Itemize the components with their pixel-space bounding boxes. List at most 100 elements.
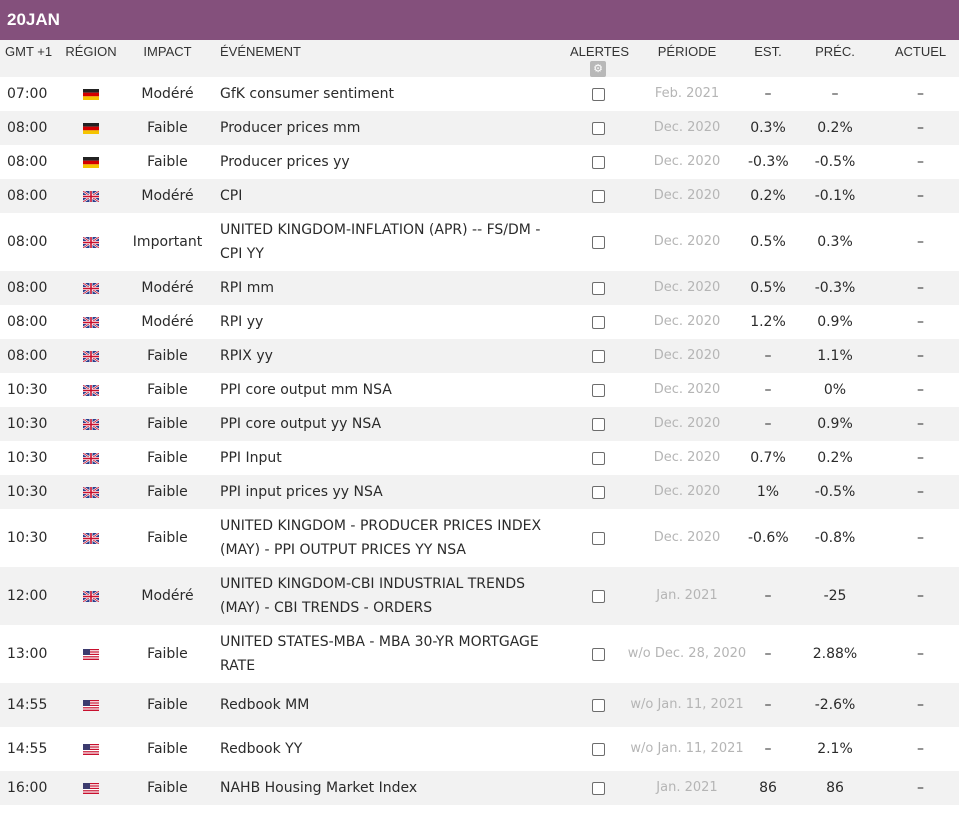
alert-checkbox[interactable]	[591, 383, 605, 397]
alert-checkbox[interactable]	[591, 281, 605, 295]
impact-label: Faible	[123, 441, 212, 475]
alert-checkbox[interactable]	[591, 742, 605, 756]
alert-checkbox[interactable]	[591, 531, 605, 545]
col-header-impact[interactable]: IMPACT	[123, 40, 212, 77]
actual-value: –	[882, 567, 959, 625]
event-time: 10:30	[0, 373, 59, 407]
alert-checkbox[interactable]	[591, 121, 605, 135]
alert-checkbox[interactable]	[591, 315, 605, 329]
col-header-actual[interactable]: ACTUEL	[882, 40, 959, 77]
alert-checkbox[interactable]	[591, 417, 605, 431]
alert-checkbox[interactable]	[591, 698, 605, 712]
table-row[interactable]: 10:30 Faible PPI core output mm NSA Dec. 20…	[0, 373, 959, 407]
table-row[interactable]: 07:00 Modéré GfK consumer sentiment Feb. 20…	[0, 77, 959, 111]
estimate-value: 0.5%	[748, 271, 788, 305]
table-row[interactable]: 10:30 Faible PPI Input Dec. 2020 0.7% 0.2% –	[0, 441, 959, 475]
event-name[interactable]: PPI input prices yy NSA	[212, 475, 570, 509]
region-cell	[59, 509, 123, 567]
gear-icon[interactable]: ⚙	[590, 61, 606, 77]
event-name[interactable]: Producer prices yy	[212, 145, 570, 179]
event-name[interactable]: RPI yy	[212, 305, 570, 339]
alert-cell	[570, 373, 626, 407]
alert-checkbox[interactable]	[591, 589, 605, 603]
table-row[interactable]: 08:00 Modéré RPI mm Dec. 2020 0.5% -0.3% –	[0, 271, 959, 305]
alert-checkbox[interactable]	[591, 485, 605, 499]
alert-checkbox[interactable]	[591, 189, 605, 203]
date-day: 20	[7, 10, 26, 29]
table-row[interactable]: 12:00 Modéré UNITED KINGDOM-CBI INDUSTRIAL…	[0, 567, 959, 625]
event-period: Dec. 2020	[626, 179, 748, 213]
event-name[interactable]: UNITED STATES-MBA - MBA 30-YR MORTGAGE R…	[212, 625, 570, 683]
previous-value: -0.3%	[788, 271, 882, 305]
us-flag-icon	[83, 699, 99, 711]
event-time: 08:00	[0, 305, 59, 339]
alert-checkbox[interactable]	[591, 781, 605, 795]
event-period: Jan. 2021	[626, 567, 748, 625]
event-name[interactable]: GfK consumer sentiment	[212, 77, 570, 111]
estimate-value: –	[748, 407, 788, 441]
event-name[interactable]: Redbook YY	[212, 727, 570, 771]
impact-label: Faible	[123, 475, 212, 509]
col-header-event[interactable]: ÉVÉNEMENT	[212, 40, 570, 77]
estimate-value: –	[748, 567, 788, 625]
table-header-row: GMT +1 RÉGION IMPACT ÉVÉNEMENT ALERTES ⚙…	[0, 40, 959, 77]
estimate-value: 86	[748, 771, 788, 805]
region-cell	[59, 305, 123, 339]
alert-cell	[570, 213, 626, 271]
us-flag-icon	[83, 648, 99, 660]
alert-checkbox[interactable]	[591, 87, 605, 101]
col-header-gmt[interactable]: GMT +1	[0, 40, 59, 77]
event-name[interactable]: PPI core output mm NSA	[212, 373, 570, 407]
table-row[interactable]: 10:30 Faible PPI input prices yy NSA Dec. 2…	[0, 475, 959, 509]
table-row[interactable]: 08:00 Modéré CPI Dec. 2020 0.2% -0.1% –	[0, 179, 959, 213]
table-row[interactable]: 13:00 Faible UNITED STATES-MBA - MBA 30-YR…	[0, 625, 959, 683]
table-body: 07:00 Modéré GfK consumer sentiment Feb. 20…	[0, 77, 959, 805]
event-name[interactable]: PPI Input	[212, 441, 570, 475]
table-row[interactable]: 10:30 Faible PPI core output yy NSA Dec. 20…	[0, 407, 959, 441]
table-row[interactable]: 14:55 Faible Redbook MM w/o Jan. 11, 2021– -…	[0, 683, 959, 727]
alert-cell	[570, 441, 626, 475]
table-row[interactable]: 08:00 Faible Producer prices yy Dec. 2020 -0…	[0, 145, 959, 179]
region-cell	[59, 145, 123, 179]
col-header-prev[interactable]: PRÉC.	[788, 40, 882, 77]
gb-flag-icon	[83, 532, 99, 544]
event-time: 14:55	[0, 727, 59, 771]
event-name[interactable]: UNITED KINGDOM-INFLATION (APR) -- FS/DM …	[212, 213, 570, 271]
actual-value: –	[882, 407, 959, 441]
event-name[interactable]: UNITED KINGDOM-CBI INDUSTRIAL TRENDS (MA…	[212, 567, 570, 625]
event-name[interactable]: Redbook MM	[212, 683, 570, 727]
gb-flag-icon	[83, 350, 99, 362]
impact-label: Faible	[123, 771, 212, 805]
event-name[interactable]: RPI mm	[212, 271, 570, 305]
actual-value: –	[882, 77, 959, 111]
table-row[interactable]: 16:00 Faible NAHB Housing Market Index Jan.…	[0, 771, 959, 805]
col-header-est[interactable]: EST.	[748, 40, 788, 77]
event-name[interactable]: Producer prices mm	[212, 111, 570, 145]
alert-cell	[570, 145, 626, 179]
table-row[interactable]: 08:00 Faible RPIX yy Dec. 2020–1.1% –	[0, 339, 959, 373]
estimate-value: 0.3%	[748, 111, 788, 145]
event-name[interactable]: UNITED KINGDOM - PRODUCER PRICES INDEX (…	[212, 509, 570, 567]
event-period: Dec. 2020	[626, 145, 748, 179]
table-row[interactable]: 08:00 Faible Producer prices mm Dec. 2020 0.…	[0, 111, 959, 145]
alert-checkbox[interactable]	[591, 647, 605, 661]
col-header-region[interactable]: RÉGION	[59, 40, 123, 77]
event-name[interactable]: RPIX yy	[212, 339, 570, 373]
table-row[interactable]: 14:55 Faible Redbook YY w/o Jan. 11, 2021–2…	[0, 727, 959, 771]
impact-label: Faible	[123, 683, 212, 727]
alert-checkbox[interactable]	[591, 451, 605, 465]
table-row[interactable]: 10:30 Faible UNITED KINGDOM - PRODUCER PRI…	[0, 509, 959, 567]
event-name[interactable]: PPI core output yy NSA	[212, 407, 570, 441]
event-name[interactable]: CPI	[212, 179, 570, 213]
event-time: 08:00	[0, 111, 59, 145]
table-row[interactable]: 08:00 Modéré RPI yy Dec. 2020 1.2% 0.9% –	[0, 305, 959, 339]
event-period: w/o Jan. 11, 2021	[626, 683, 748, 727]
estimate-value: –	[748, 77, 788, 111]
event-name[interactable]: NAHB Housing Market Index	[212, 771, 570, 805]
alert-checkbox[interactable]	[591, 155, 605, 169]
alert-checkbox[interactable]	[591, 349, 605, 363]
col-header-period[interactable]: PÉRIODE	[626, 40, 748, 77]
impact-label: Faible	[123, 111, 212, 145]
table-row[interactable]: 08:00 Important UNITED KINGDOM-INFLATION (…	[0, 213, 959, 271]
alert-checkbox[interactable]	[591, 235, 605, 249]
